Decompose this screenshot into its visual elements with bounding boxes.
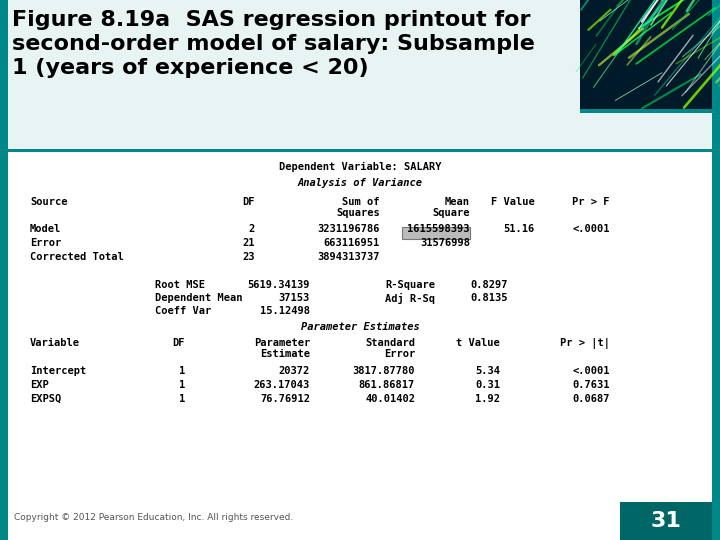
Text: 2: 2 [248, 224, 255, 234]
Bar [8, 149, 712, 152]
Text: Adj R-Sq: Adj R-Sq [385, 293, 435, 304]
Text: 21: 21 [243, 238, 255, 248]
Text: 1: 1 [179, 380, 185, 390]
Text: Pr > |t|: Pr > |t| [560, 338, 610, 349]
Text: F Value: F Value [491, 197, 535, 207]
Text: 51.16: 51.16 [504, 224, 535, 234]
Bar [0, 0, 8, 540]
Text: 0.8297: 0.8297 [470, 280, 508, 290]
Text: t Value: t Value [456, 338, 500, 348]
Text: <.0001: <.0001 [572, 224, 610, 234]
Text: Mean: Mean [445, 197, 470, 207]
Text: 3894313737: 3894313737 [318, 252, 380, 262]
Text: DF: DF [173, 338, 185, 348]
Text: Root MSE: Root MSE [155, 280, 205, 290]
Bar [580, 0, 712, 110]
Text: 23: 23 [243, 252, 255, 262]
Text: 31576998: 31576998 [420, 238, 470, 248]
Text: Pr > F: Pr > F [572, 197, 610, 207]
Text: Square: Square [433, 208, 470, 218]
Text: Corrected Total: Corrected Total [30, 252, 124, 262]
Text: 1.92: 1.92 [475, 394, 500, 404]
Text: Source: Source [30, 197, 68, 207]
Text: 0.7631: 0.7631 [572, 380, 610, 390]
Bar [8, 0, 712, 150]
Bar [580, 109, 712, 113]
Text: 0.8135: 0.8135 [470, 293, 508, 303]
Text: 0.0687: 0.0687 [572, 394, 610, 404]
Text: Squares: Squares [336, 208, 380, 218]
Text: 3817.87780: 3817.87780 [353, 366, 415, 376]
Text: 1: 1 [179, 394, 185, 404]
Text: 5.34: 5.34 [475, 366, 500, 376]
Text: EXPSQ: EXPSQ [30, 394, 61, 404]
Text: 1: 1 [179, 366, 185, 376]
Text: Sum of: Sum of [343, 197, 380, 207]
Bar [402, 227, 470, 239]
Bar [8, 150, 712, 500]
Bar [620, 502, 712, 540]
Text: second-order model of salary: Subsample: second-order model of salary: Subsample [12, 34, 535, 54]
Text: Estimate: Estimate [260, 349, 310, 359]
Text: 76.76912: 76.76912 [260, 394, 310, 404]
Text: 263.17043: 263.17043 [253, 380, 310, 390]
Text: Copyright © 2012 Pearson Education, Inc. All rights reserved.: Copyright © 2012 Pearson Education, Inc.… [14, 514, 293, 523]
Text: Parameter Estimates: Parameter Estimates [301, 322, 419, 332]
Text: 31: 31 [651, 511, 681, 531]
Text: 3231196786: 3231196786 [318, 224, 380, 234]
Text: 40.01402: 40.01402 [365, 394, 415, 404]
Text: <.0001: <.0001 [572, 366, 610, 376]
Text: Analysis of Variance: Analysis of Variance [297, 178, 423, 188]
Text: 15.12498: 15.12498 [260, 306, 310, 316]
Text: Parameter: Parameter [253, 338, 310, 348]
Text: 20372: 20372 [279, 366, 310, 376]
Text: 861.86817: 861.86817 [359, 380, 415, 390]
Text: Intercept: Intercept [30, 366, 86, 376]
Text: Dependent Mean: Dependent Mean [155, 293, 243, 303]
Text: Standard: Standard [365, 338, 415, 348]
Bar [712, 0, 720, 540]
Text: Dependent Variable: SALARY: Dependent Variable: SALARY [279, 162, 441, 172]
Text: EXP: EXP [30, 380, 49, 390]
Text: Figure 8.19a  SAS regression printout for: Figure 8.19a SAS regression printout for [12, 10, 531, 30]
Text: Coeff Var: Coeff Var [155, 306, 211, 316]
Text: 37153: 37153 [279, 293, 310, 303]
Text: Error: Error [30, 238, 61, 248]
Text: Variable: Variable [30, 338, 80, 348]
Text: 1615598393: 1615598393 [408, 224, 470, 234]
Text: 0.31: 0.31 [475, 380, 500, 390]
Text: 1 (years of experience < 20): 1 (years of experience < 20) [12, 58, 369, 78]
Text: 5619.34139: 5619.34139 [248, 280, 310, 290]
Text: Error: Error [384, 349, 415, 359]
Text: 663116951: 663116951 [324, 238, 380, 248]
Text: R-Square: R-Square [385, 280, 435, 290]
Text: DF: DF [243, 197, 255, 207]
Text: Model: Model [30, 224, 61, 234]
